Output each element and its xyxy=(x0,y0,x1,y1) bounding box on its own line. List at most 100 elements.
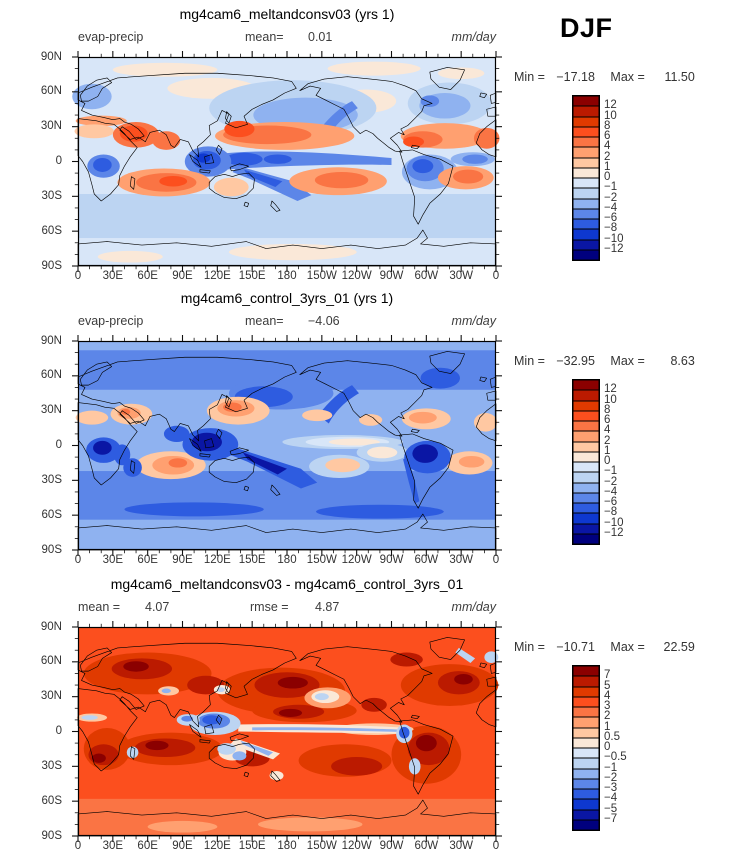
max-label: Max = xyxy=(610,354,645,368)
colorbar-labels: 12 10 8 6 4 2 1 0 −1 −2 −4 −6 −8 −10 −12 xyxy=(604,379,648,543)
lon-tick-label: 90E xyxy=(172,554,193,566)
lat-tick-label: 60S xyxy=(41,224,62,237)
colorbar-tick-label: 3 xyxy=(604,700,611,712)
lon-tick-label: 120W xyxy=(341,840,372,852)
lon-tick-label: 30W xyxy=(449,554,473,566)
lon-tick-label: 0 xyxy=(74,270,82,282)
axis-ticks xyxy=(72,335,502,556)
lat-tick-label: 90S xyxy=(41,543,62,556)
colorbar-tick-label: −12 xyxy=(604,526,624,539)
lon-tick-label: 120W xyxy=(341,554,372,566)
rmse-value: 4.87 xyxy=(315,600,340,614)
colorbar-cell xyxy=(573,768,599,779)
colorbar-cell xyxy=(573,819,599,830)
max-value: 8.63 xyxy=(670,354,695,368)
lat-tick-label: 60S xyxy=(41,508,62,521)
colorbar-cell xyxy=(573,737,599,748)
lon-tick-label: 90W xyxy=(379,840,404,852)
lon-tick-label: 180 xyxy=(277,270,297,282)
colorbar-cell xyxy=(573,533,599,544)
map-field xyxy=(75,341,498,551)
colorbar-cell xyxy=(573,666,599,677)
lon-tick-label: 30W xyxy=(449,270,473,282)
stats-row: evap-precip mean= −4.06 mm/day xyxy=(78,314,496,330)
lat-tick-label: 30N xyxy=(40,120,62,133)
panel-title: mg4cam6_control_3yrs_01 (yrs 1) xyxy=(180,290,394,306)
lon-tick-label: 150E xyxy=(238,554,266,566)
lon-tick-label: 150W xyxy=(306,554,337,566)
colorbar-cell xyxy=(573,178,599,189)
lat-tick-label: 90N xyxy=(40,50,62,63)
colorbar-tick-label: −1 xyxy=(604,465,618,478)
map-field xyxy=(76,627,499,837)
max-value: 22.59 xyxy=(663,640,695,654)
lon-tick-label: 180 xyxy=(277,840,297,852)
colorbar-cell xyxy=(573,717,599,728)
colorbar-tick-label: 4 xyxy=(604,689,611,702)
lon-tick-label: 120E xyxy=(203,840,231,852)
lon-tick-label: 0 xyxy=(74,840,82,852)
lon-tick-label: 60E xyxy=(137,270,158,282)
mean-value: 0.01 xyxy=(308,30,333,44)
colorbar-cell xyxy=(573,410,599,421)
colorbar-tick-label: −8 xyxy=(604,222,618,235)
colorbar-cell xyxy=(573,157,599,168)
colorbar-tick-label: 7 xyxy=(604,669,611,682)
lat-tick-label: 90N xyxy=(40,334,62,347)
colorbar-tick-label: −4 xyxy=(604,485,618,498)
colorbar-tick-label: −6 xyxy=(604,496,618,508)
colorbar-cell xyxy=(573,167,599,178)
colorbar-tick-label: −10 xyxy=(604,232,624,245)
map: 90N 60N 30N 0 30S 60S 90S xyxy=(41,51,502,282)
world-map-svg xyxy=(72,51,502,272)
colorbar-tick-label: 1 xyxy=(604,160,611,173)
colorbar-cell xyxy=(573,676,599,687)
colorbar-tick-label: 0.5 xyxy=(604,730,620,743)
colorbar-labels: 12 10 8 6 4 2 1 0 −1 −2 −4 −6 −8 −10 −12 xyxy=(604,95,648,259)
min-label: Min = xyxy=(514,354,545,368)
lat-tick-label: 0 xyxy=(55,725,62,737)
mean-value: −4.06 xyxy=(308,314,340,328)
units-label: mm/day xyxy=(451,30,496,44)
mean-label: mean= xyxy=(245,30,284,44)
colorbar-tick-label: −0.5 xyxy=(604,751,627,764)
panel-control: mg4cam6_control_3yrs_01 (yrs 1) evap-pre… xyxy=(0,284,732,568)
lat-tick-label: 60N xyxy=(40,369,62,382)
map-frame xyxy=(77,56,497,267)
lat-axis: 90N 60N 30N 0 30S 60S 90S xyxy=(34,51,72,272)
lon-tick-label: 120E xyxy=(203,270,231,282)
colorbar-cell xyxy=(573,249,599,260)
lon-tick-label: 60W xyxy=(414,270,439,282)
map: 90N 60N 30N 0 30S 60S 90S xyxy=(41,621,502,852)
min-value: −17.18 xyxy=(556,70,595,84)
mean-value: 4.07 xyxy=(145,600,170,614)
colorbar-cell xyxy=(573,789,599,800)
lon-tick-label: 90E xyxy=(172,840,193,852)
axis-ticks xyxy=(72,51,502,272)
colorbar-cell xyxy=(573,96,599,107)
colorbar-tick-label: −2 xyxy=(604,191,618,204)
colorbar: 7 5 4 3 2 1 0.5 0 −0.5 −1 −2 −3 −4 −5 −7 xyxy=(572,665,652,831)
colorbar-cell xyxy=(573,727,599,738)
panel-title: mg4cam6_meltandconsv03 (yrs 1) xyxy=(179,6,395,22)
units-label: mm/day xyxy=(451,600,496,614)
colorbar-cell xyxy=(573,188,599,199)
colorbar-cell xyxy=(573,106,599,117)
colorbar-tick-label: 6 xyxy=(604,130,611,142)
lat-tick-label: 60N xyxy=(40,655,62,668)
lon-tick-label: 0 xyxy=(492,554,500,566)
lon-tick-label: 60E xyxy=(137,554,158,566)
colorbar-cell xyxy=(573,758,599,769)
lon-tick-label: 120E xyxy=(203,554,231,566)
lon-tick-label: 0 xyxy=(492,840,500,852)
lat-axis: 90N 60N 30N 0 30S 60S 90S xyxy=(34,335,72,556)
units-label: mm/day xyxy=(451,314,496,328)
colorbar-cell xyxy=(573,492,599,503)
world-map-svg xyxy=(72,335,502,556)
max-label: Max = xyxy=(610,640,645,654)
lat-tick-label: 30S xyxy=(41,189,62,202)
colorbar-tick-label: 2 xyxy=(604,150,611,163)
colorbar-cell xyxy=(573,239,599,250)
colorbar-cell xyxy=(573,380,599,391)
